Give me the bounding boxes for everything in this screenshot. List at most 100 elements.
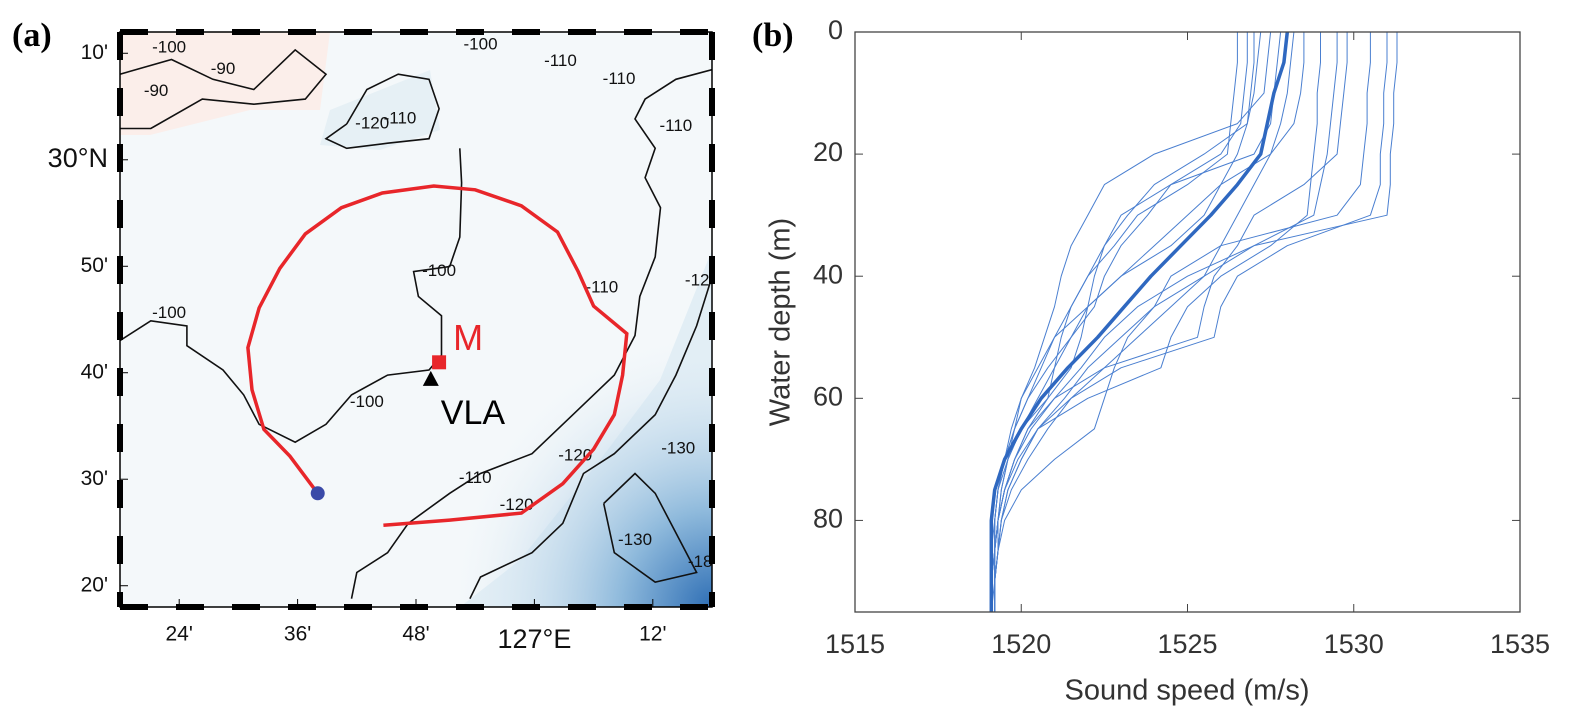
- frame-dash: [232, 604, 260, 610]
- profile-line: [990, 31, 1262, 612]
- frame-dash: [117, 480, 123, 508]
- contour-line: [602, 472, 698, 583]
- x-tick-label: 12': [639, 623, 666, 646]
- frame-dash: [512, 29, 540, 35]
- profile-line: [990, 32, 1371, 613]
- x-tick-label: 1535: [1490, 629, 1550, 659]
- profile-line: [990, 31, 1272, 612]
- panel-label: (b): [752, 17, 794, 54]
- frame-dash: [176, 29, 204, 35]
- frame-dash: [568, 29, 596, 35]
- station-marker: [422, 370, 439, 386]
- profile-line: [994, 31, 1295, 612]
- y-tick-label: 60: [813, 381, 843, 411]
- contour-label: -100: [152, 37, 186, 56]
- y-tick-label: 80: [813, 504, 843, 534]
- y-axis-label: Water depth (m): [765, 218, 797, 426]
- profile-line: [994, 32, 1398, 612]
- contour-label: -110: [544, 51, 577, 70]
- frame-dash: [344, 29, 372, 35]
- frame-dash: [709, 144, 715, 172]
- map-background: [120, 32, 712, 607]
- frame-dash: [709, 200, 715, 228]
- frame-dash: [680, 29, 708, 35]
- frame-dash: [568, 604, 596, 610]
- ship-track: [246, 184, 629, 527]
- frame-dash: [120, 604, 148, 610]
- contour-label: -110: [660, 116, 693, 135]
- frame-dash: [117, 592, 123, 607]
- contour-label: -110: [459, 468, 492, 487]
- x-tick-label: 1525: [1157, 629, 1217, 659]
- frame-dash: [117, 200, 123, 228]
- frame-dash: [117, 32, 123, 60]
- contour-label: -100: [464, 34, 498, 53]
- frame-dash: [709, 256, 715, 284]
- contour-label: -90: [211, 59, 236, 78]
- contour-label: -100: [350, 392, 384, 411]
- contour-label: -110: [586, 278, 619, 297]
- x-tick-label: 48': [402, 623, 429, 646]
- map-layer: -100-90-90-100-110-110-110-120-110-100-1…: [120, 34, 722, 600]
- contour-label: -130: [618, 530, 652, 549]
- frame-dash: [709, 424, 715, 452]
- contour-line: [120, 48, 328, 130]
- frame-dash: [624, 29, 652, 35]
- frame-dash: [456, 29, 484, 35]
- frame-dash: [400, 29, 428, 35]
- contour-label: -110: [384, 108, 417, 127]
- y-tick-label: 50': [81, 254, 108, 277]
- frame-dash: [512, 604, 540, 610]
- frame-dash: [709, 368, 715, 396]
- x-tick-label: 1530: [1324, 629, 1384, 659]
- profile-line: [994, 32, 1321, 612]
- frame-dash: [288, 604, 316, 610]
- frame-dash: [344, 604, 372, 610]
- frame-dash: [709, 88, 715, 116]
- frame-dash: [117, 424, 123, 452]
- frame-dash: [624, 604, 652, 610]
- profile-line: [994, 32, 1338, 612]
- contour-label: -120: [355, 113, 389, 132]
- frame-dash: [709, 480, 715, 508]
- track-start: [310, 486, 325, 501]
- frame-dash: [176, 604, 204, 610]
- contour-label: -100: [152, 303, 186, 322]
- contour-label: -120: [500, 495, 534, 514]
- frame-dash: [709, 592, 715, 607]
- frame-dash: [232, 29, 260, 35]
- profile-line: [990, 32, 1248, 612]
- x-tick-label: 36': [284, 623, 311, 646]
- y-tick-label: 20: [813, 137, 843, 167]
- profile-line: [994, 32, 1305, 612]
- panel-label: (a): [12, 17, 52, 54]
- y-tick-label: 40: [813, 259, 843, 289]
- profile-line: [994, 32, 1255, 612]
- y-tick-label: 10': [81, 41, 108, 64]
- y-tick-label: 20': [81, 573, 108, 596]
- profile-line: [994, 32, 1348, 612]
- contour-label: -100: [422, 261, 456, 280]
- frame-dash: [400, 604, 428, 610]
- contour-line: [120, 148, 463, 444]
- y-tick-label: 30°N: [48, 143, 108, 173]
- frame-dash: [117, 536, 123, 564]
- profile-line: [994, 32, 1238, 612]
- y-tick-label: 30': [81, 467, 108, 490]
- station-marker: [432, 355, 447, 370]
- frame-dash: [680, 604, 708, 610]
- contour-label: -180: [688, 552, 722, 571]
- frame-dash: [117, 312, 123, 340]
- contour-line: [469, 276, 712, 600]
- contour-line: [324, 73, 440, 150]
- frame-dash: [117, 256, 123, 284]
- frame-dash: [456, 604, 484, 610]
- station-label: M: [453, 317, 483, 358]
- contour-label: -120: [685, 271, 719, 290]
- x-axis-label: Sound speed (m/s): [1064, 675, 1309, 707]
- x-tick-label: 127°E: [497, 624, 571, 654]
- frame-dash: [709, 312, 715, 340]
- frame-dash: [117, 88, 123, 116]
- y-tick-label: 40': [81, 360, 108, 383]
